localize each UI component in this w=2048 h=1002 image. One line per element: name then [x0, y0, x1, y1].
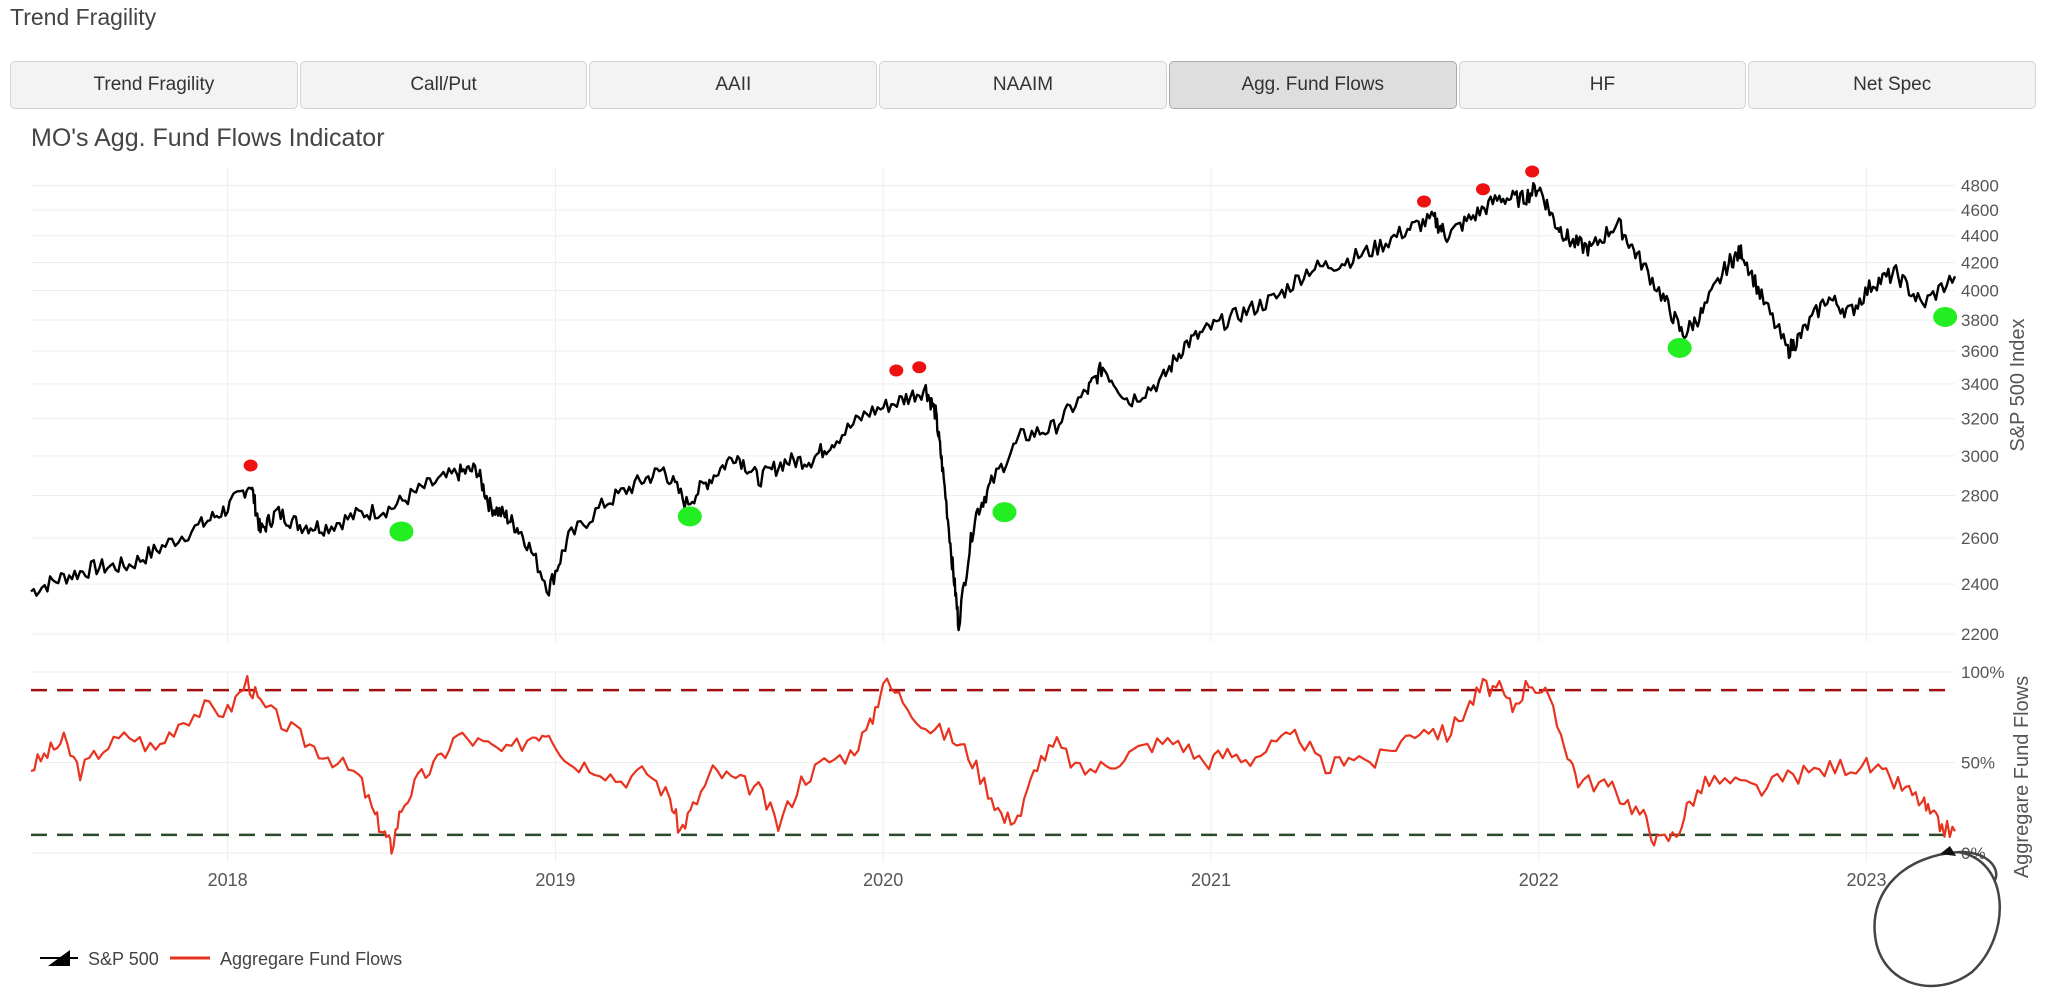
app-title: Trend Fragility	[10, 4, 157, 30]
y-tick-label: 4400	[1961, 227, 1999, 246]
legend-label-flows: Aggregare Fund Flows	[220, 949, 402, 969]
peak-marker	[1476, 183, 1491, 196]
tab-naaim[interactable]: NAAIM	[879, 61, 1167, 109]
tab-net-spec[interactable]: Net Spec	[1748, 61, 2037, 109]
y-tick-label: 2200	[1961, 625, 1999, 644]
peak-marker	[1525, 165, 1540, 178]
tab-hf[interactable]: HF	[1458, 61, 1747, 109]
chart-title: MO's Agg. Fund Flows Indicator	[31, 124, 385, 152]
trough-marker	[1933, 306, 1958, 327]
tab-agg-fund-flows[interactable]: Agg. Fund Flows	[1168, 61, 1457, 109]
y-tick-label: 3600	[1961, 342, 1999, 361]
y-tick-label: 4800	[1961, 177, 1999, 196]
x-tick-label: 2022	[1519, 870, 1559, 890]
y-tick-label: 3400	[1961, 375, 1999, 394]
tab-call-put[interactable]: Call/Put	[299, 61, 588, 109]
upper-axis-title: S&P 500 Index	[2007, 318, 2029, 451]
x-tick-label: 2019	[535, 870, 575, 890]
trough-marker	[1667, 337, 1692, 358]
y-tick-label: 4600	[1961, 201, 1999, 220]
legend-label-sp500: S&P 500	[88, 949, 159, 969]
hand-drawn-circle-annotation	[1873, 850, 2001, 988]
y-tick-label: 3000	[1961, 447, 1999, 466]
legend-sp500-swatch-marker	[48, 950, 70, 966]
trough-marker	[677, 506, 702, 527]
x-tick-label: 2023	[1846, 870, 1886, 890]
latest-point-marker	[1940, 846, 1956, 856]
trough-marker	[992, 502, 1017, 523]
peak-marker	[889, 364, 904, 377]
x-tick-label: 2018	[208, 870, 248, 890]
fund-flows-series-line	[30, 675, 1956, 855]
tab-bar: Trend Fragility Call/Put AAII NAAIM Agg.…	[10, 61, 2037, 109]
trough-marker	[389, 521, 414, 542]
sp500-series-line	[30, 182, 1957, 632]
tab-trend-fragility[interactable]: Trend Fragility	[10, 61, 298, 109]
y-tick-label: 3800	[1961, 311, 1999, 330]
y-tick-label: 2400	[1961, 575, 1999, 594]
y-tick-label: 50%	[1961, 753, 1995, 772]
y-tick-label: 4000	[1961, 281, 1999, 300]
y-tick-label: 100%	[1961, 663, 2004, 682]
y-tick-label: 4200	[1961, 253, 1999, 272]
y-tick-label: 2600	[1961, 529, 1999, 548]
tab-aaii[interactable]: AAII	[589, 61, 878, 109]
y-tick-label: 3200	[1961, 410, 1999, 429]
y-tick-label: 2800	[1961, 486, 1999, 505]
x-tick-label: 2021	[1191, 870, 1231, 890]
peak-marker	[1417, 195, 1432, 208]
peak-marker	[243, 459, 258, 472]
lower-axis-title: Aggregare Fund Flows	[2011, 676, 2033, 878]
peak-marker	[912, 361, 927, 374]
x-tick-label: 2020	[863, 870, 903, 890]
